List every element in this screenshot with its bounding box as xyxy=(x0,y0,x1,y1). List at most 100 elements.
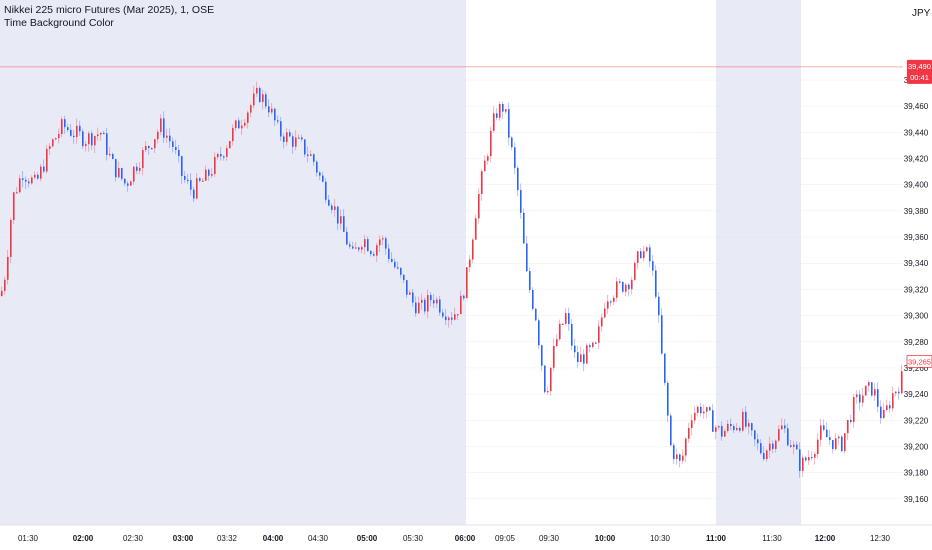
candle-body xyxy=(421,299,423,303)
candle-body xyxy=(28,181,30,184)
candle-body xyxy=(502,104,504,112)
candle-body xyxy=(265,94,267,107)
candle-body xyxy=(571,324,573,346)
candle-body xyxy=(724,430,726,437)
candle-body xyxy=(154,139,156,149)
candle-body xyxy=(589,345,591,347)
candle-body xyxy=(766,450,768,460)
candle-body xyxy=(874,389,876,396)
candle-body xyxy=(49,146,51,149)
indicator-title[interactable]: Time Background Color xyxy=(4,17,114,29)
candle-body xyxy=(736,428,738,431)
candle-body xyxy=(367,239,369,252)
time-tick-label: 10:00 xyxy=(595,534,616,543)
candle-body xyxy=(505,109,507,112)
candle-body xyxy=(877,389,879,407)
candle-body xyxy=(361,247,363,250)
candle-body xyxy=(832,440,834,450)
candle-body xyxy=(784,425,786,429)
candle-body xyxy=(109,153,111,156)
candle-body xyxy=(262,94,264,102)
candle-body xyxy=(520,190,522,213)
candle-body xyxy=(886,405,888,410)
current-price-tag xyxy=(907,59,932,84)
candle-body xyxy=(358,247,360,250)
candle-body xyxy=(427,295,429,312)
candle-body xyxy=(274,108,276,121)
candle-body xyxy=(838,436,840,439)
symbol-title[interactable]: Nikkei 225 micro Futures (Mar 2025), 1, … xyxy=(4,4,215,16)
candle-body xyxy=(142,150,144,169)
candle-body xyxy=(451,317,453,320)
candle-body xyxy=(475,218,477,240)
time-tick-label: 12:30 xyxy=(870,534,891,543)
candle-body xyxy=(382,238,384,240)
candle-body xyxy=(13,192,15,220)
candle-body xyxy=(253,93,255,106)
candle-body xyxy=(799,449,801,471)
time-tick-label: 03:32 xyxy=(217,534,238,543)
candle-body xyxy=(172,141,174,147)
candle-body xyxy=(745,411,747,427)
candle-body xyxy=(556,339,558,346)
candle-body xyxy=(526,243,528,272)
candle-body xyxy=(247,112,249,123)
time-tick-label: 01:30 xyxy=(18,534,39,543)
candle-body xyxy=(859,394,861,403)
candle-body xyxy=(301,137,303,140)
candle-body xyxy=(25,179,27,182)
candle-body xyxy=(619,281,621,283)
candle-body xyxy=(103,132,105,135)
candle-body xyxy=(769,443,771,451)
candle-body xyxy=(379,239,381,246)
candle-body xyxy=(286,132,288,142)
candle-body xyxy=(373,254,375,256)
candle-body xyxy=(115,159,117,178)
candle-body xyxy=(523,212,525,244)
candle-body xyxy=(79,125,81,132)
candle-body xyxy=(31,177,33,184)
candle-body xyxy=(211,173,213,176)
candle-body xyxy=(325,181,327,200)
candle-body xyxy=(418,302,420,314)
candle-body xyxy=(850,419,852,423)
candle-body xyxy=(844,433,846,452)
candle-body xyxy=(487,156,489,161)
candle-body xyxy=(772,443,774,449)
candle-body xyxy=(178,149,180,157)
candle-body xyxy=(457,314,459,316)
candle-body xyxy=(562,323,564,325)
chart-legend: Nikkei 225 micro Futures (Mar 2025), 1, … xyxy=(4,4,214,30)
candle-body xyxy=(709,407,711,411)
candle-body xyxy=(190,180,192,190)
candle-body xyxy=(460,295,462,315)
candle-body xyxy=(220,153,222,157)
candle-body xyxy=(814,453,816,458)
candle-body xyxy=(892,393,894,409)
candle-body xyxy=(865,385,867,396)
price-axis[interactable] xyxy=(903,0,932,550)
candle-body xyxy=(121,168,123,179)
candle-body xyxy=(106,133,108,156)
price-tick-label: 39,380 xyxy=(904,207,929,216)
candle-body xyxy=(826,429,828,438)
candle-body xyxy=(97,134,99,137)
currency-label[interactable]: JPY xyxy=(912,8,931,19)
candle-body xyxy=(163,118,165,138)
candle-body xyxy=(616,281,618,298)
candle-body xyxy=(682,455,684,461)
candle-body xyxy=(652,261,654,271)
candle-body xyxy=(439,299,441,313)
candle-body xyxy=(412,292,414,303)
candle-body xyxy=(796,444,798,450)
candle-body xyxy=(484,160,486,172)
candle-body xyxy=(880,406,882,419)
candle-body xyxy=(751,423,753,431)
candle-body xyxy=(853,397,855,423)
candle-body xyxy=(1,290,3,296)
price-tick-label: 39,220 xyxy=(904,416,929,425)
candle-body xyxy=(139,168,141,171)
candle-body xyxy=(817,439,819,454)
